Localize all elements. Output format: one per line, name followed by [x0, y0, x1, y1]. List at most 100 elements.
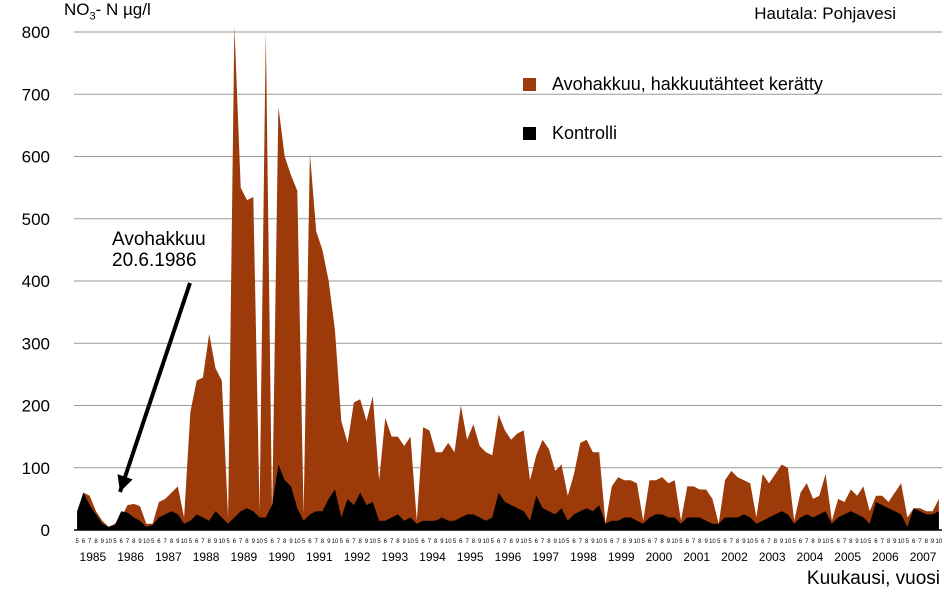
month-tick-label: 10 [709, 539, 716, 545]
month-tick-label: 7 [503, 539, 507, 545]
clearcut-annotation: Avohakkuu 20.6.1986 [112, 229, 206, 271]
month-tick-label: 5 [868, 539, 872, 545]
month-tick-label: 7 [541, 539, 545, 545]
month-tick-label: 6 [384, 539, 388, 545]
x-axis-label: Kuukausi, vuosi [806, 568, 940, 589]
series-areas [77, 25, 939, 531]
year-tick-label-1995: 1995 [457, 550, 484, 564]
month-tick-label: 10 [785, 539, 792, 545]
month-tick-label: 9 [176, 539, 180, 545]
month-tick-label: 6 [723, 539, 727, 545]
month-tick-label: 8 [811, 539, 815, 545]
month-tick-label: 9 [554, 539, 558, 545]
month-tick-label: 10 [520, 539, 527, 545]
month-tick-label: 5 [755, 539, 759, 545]
month-tick-label: 8 [132, 539, 136, 545]
month-tick-label: 5 [340, 539, 344, 545]
month-tick-label: 7 [164, 539, 168, 545]
year-tick-label-2007: 2007 [910, 550, 937, 564]
month-tick-label: 6 [233, 539, 237, 545]
month-tick-label: 6 [497, 539, 501, 545]
year-tick-label-1991: 1991 [306, 550, 333, 564]
month-tick-label: 6 [270, 539, 274, 545]
month-tick-label: 8 [245, 539, 249, 545]
month-tick-label: 10 [860, 539, 867, 545]
month-tick-label: 10 [369, 539, 376, 545]
y-tick-label-800: 800 [22, 23, 50, 42]
month-tick-label: 5 [226, 539, 230, 545]
month-tick-label: 8 [887, 539, 891, 545]
month-tick-label: 7 [805, 539, 809, 545]
legend-swatch-control [523, 127, 536, 140]
month-tick-label: 8 [736, 539, 740, 545]
month-tick-label: 8 [849, 539, 853, 545]
year-tick-label-2004: 2004 [797, 550, 824, 564]
month-tick-label: 6 [308, 539, 312, 545]
month-tick-label: 8 [547, 539, 551, 545]
month-tick-label: 9 [818, 539, 822, 545]
month-tick-label: 9 [327, 539, 331, 545]
month-tick-label: 5 [717, 539, 721, 545]
month-tick-label: 9 [440, 539, 444, 545]
year-tick-label-2003: 2003 [759, 550, 786, 564]
month-tick-label: 6 [82, 539, 86, 545]
month-tick-label: 10 [407, 539, 414, 545]
month-tick-label: 8 [208, 539, 212, 545]
month-tick-label: 5 [906, 539, 910, 545]
year-tick-label-2001: 2001 [683, 550, 710, 564]
month-tick-label: 5 [302, 539, 306, 545]
month-tick-label: 5 [830, 539, 834, 545]
year-tick-label-2002: 2002 [721, 550, 748, 564]
year-tick-label-1998: 1998 [570, 550, 597, 564]
year-tick-label-1985: 1985 [80, 550, 107, 564]
month-tick-label: 8 [925, 539, 929, 545]
y-tick-label-100: 100 [22, 459, 50, 478]
month-tick-label: 8 [509, 539, 513, 545]
arrow-shaft [118, 282, 192, 493]
month-tick-label: 10 [143, 539, 150, 545]
month-tick-label: 9 [855, 539, 859, 545]
month-tick-label: 7 [277, 539, 281, 545]
month-tick-label: 5 [113, 539, 117, 545]
month-tick-label: 10 [483, 539, 490, 545]
year-tick-label-2000: 2000 [646, 550, 673, 564]
year-tick-label-1987: 1987 [155, 550, 182, 564]
month-tick-label: 5 [793, 539, 797, 545]
month-tick-label: 6 [459, 539, 463, 545]
year-tick-label-1993: 1993 [381, 550, 408, 564]
month-tick-label: 8 [585, 539, 589, 545]
month-tick-label: 5 [453, 539, 457, 545]
month-tick-label: 5 [642, 539, 646, 545]
month-tick-label: 10 [634, 539, 641, 545]
month-tick-label: 6 [120, 539, 124, 545]
month-tick-label: 9 [667, 539, 671, 545]
annotation-line-2: 20.6.1986 [112, 250, 197, 271]
month-tick-label: 6 [421, 539, 425, 545]
month-tick-label: 5 [528, 539, 532, 545]
month-tick-label: 5 [604, 539, 608, 545]
month-tick-label: 7 [390, 539, 394, 545]
month-tick-label: 5 [679, 539, 683, 545]
month-tick-label: 10 [332, 539, 339, 545]
annotation-arrow [117, 282, 192, 493]
month-tick-label: 8 [283, 539, 287, 545]
year-tick-label-2006: 2006 [872, 550, 899, 564]
month-tick-label: 5 [415, 539, 419, 545]
month-tick-label: 7 [616, 539, 620, 545]
month-tick-label: 6 [837, 539, 841, 545]
month-tick-label: 9 [629, 539, 633, 545]
month-tick-label: 6 [195, 539, 199, 545]
y-tick-label-700: 700 [22, 85, 50, 104]
month-tick-label: 6 [648, 539, 652, 545]
month-tick-label: 7 [352, 539, 356, 545]
month-tick-label: 8 [660, 539, 664, 545]
month-tick-label: 6 [761, 539, 765, 545]
month-tick-label: 9 [214, 539, 218, 545]
month-tick-label: 8 [472, 539, 476, 545]
month-tick-label: 7 [654, 539, 658, 545]
year-tick-label-1990: 1990 [268, 550, 295, 564]
month-tick-label: 9 [780, 539, 784, 545]
month-tick-label: 7 [881, 539, 885, 545]
month-tick-label: 8 [396, 539, 400, 545]
